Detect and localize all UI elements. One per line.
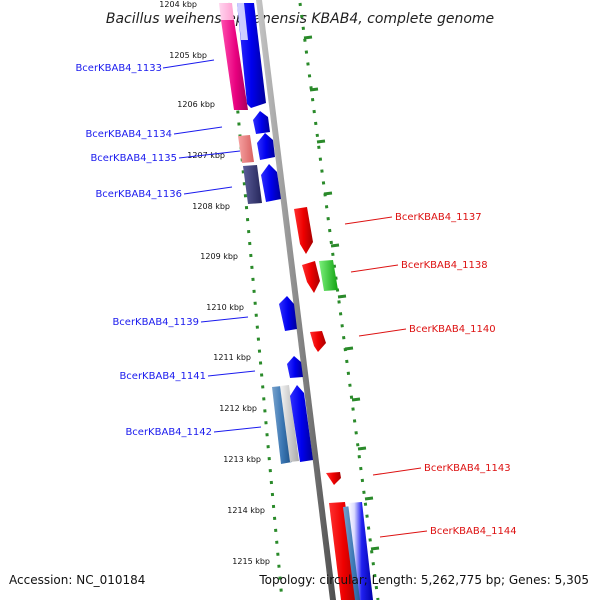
gene-blue-1135b [257, 133, 275, 160]
chromosome-backbone [256, 0, 336, 600]
kbp-tick-label: 1213 kbp [223, 455, 261, 464]
gene-blue-1142c [290, 385, 313, 462]
gene-label: BcerKBAB4_1138 [401, 260, 488, 271]
kbp-tick-label: 1211 kbp [213, 353, 251, 362]
gene-label: BcerKBAB4_1134 [85, 129, 172, 140]
gene-label: BcerKBAB4_1144 [430, 526, 517, 537]
kbp-tick-label: 1205 kbp [169, 51, 207, 60]
gene-bcerkbab4-1144 [329, 502, 358, 600]
kbp-tick-label: 1206 kbp [177, 100, 215, 109]
gene-bcerkbab4-1143 [326, 472, 341, 485]
gene-label: BcerKBAB4_1141 [119, 371, 206, 382]
gene-label: BcerKBAB4_1140 [409, 324, 496, 335]
gene-green-1138b [319, 260, 338, 291]
gene-bcerkbab4-1137 [294, 207, 313, 254]
gene-features [219, 3, 373, 600]
gene-label: BcerKBAB4_1142 [125, 427, 212, 438]
gene-bcerkbab4-1139 [279, 296, 297, 331]
kbp-tick-label: 1209 kbp [200, 252, 238, 261]
accession-text: Accession: NC_010184 [9, 573, 146, 587]
outer-ruler-line [298, 2, 380, 600]
gene-bcerkbab4-1138 [302, 261, 320, 293]
gene-label: BcerKBAB4_1135 [90, 153, 177, 164]
gene-bcerkbab4-1136 [243, 165, 262, 204]
gene-blue-1-highlight [237, 3, 248, 40]
right-gene-labels: BcerKBAB4_1137 BcerKBAB4_1138 BcerKBAB4_… [395, 212, 517, 537]
gene-bcerkbab4-1133 [221, 20, 248, 110]
gene-bcerkbab4-1134 [253, 111, 270, 134]
kbp-tick-label: 1208 kbp [192, 202, 230, 211]
kbp-scale: 1204 kbp 1205 kbp 1206 kbp 1207 kbp 1208 kbp… [159, 0, 270, 566]
kbp-tick-label: 1212 kbp [219, 404, 257, 413]
gene-label: BcerKBAB4_1136 [95, 189, 182, 200]
gene-label: BcerKBAB4_1139 [112, 317, 199, 328]
gene-blue-1144c [348, 502, 373, 600]
label-connectors [162, 59, 428, 538]
map-title: Bacillus weihenstephanensis KBAB4, compl… [106, 11, 494, 27]
genome-summary: Topology: circular; Length: 5,262,775 bp… [259, 573, 589, 587]
outer-ruler-ticks [303, 35, 380, 551]
gene-label: BcerKBAB4_1137 [395, 212, 482, 223]
gene-bcerkbab4-1142 [272, 386, 292, 464]
left-gene-labels: BcerKBAB4_1133 BcerKBAB4_1134 BcerKBAB4_… [75, 63, 212, 438]
kbp-tick-label: 1210 kbp [206, 303, 244, 312]
gene-label: BcerKBAB4_1133 [75, 63, 162, 74]
kbp-tick-label: 1207 kbp [187, 151, 225, 160]
kbp-tick-label: 1215 kbp [232, 557, 270, 566]
gene-label: BcerKBAB4_1143 [424, 463, 511, 474]
gene-pink-light [219, 3, 234, 20]
gene-bcerkbab4-1141 [287, 356, 303, 378]
kbp-tick-label: 1204 kbp [159, 0, 197, 9]
gene-bcerkbab4-1140 [310, 331, 326, 352]
gene-blue-1136b [261, 164, 281, 202]
gene-silver-1142b [280, 385, 299, 462]
kbp-tick-label: 1214 kbp [227, 506, 265, 515]
gene-bcerkbab4-1135 [238, 135, 254, 163]
